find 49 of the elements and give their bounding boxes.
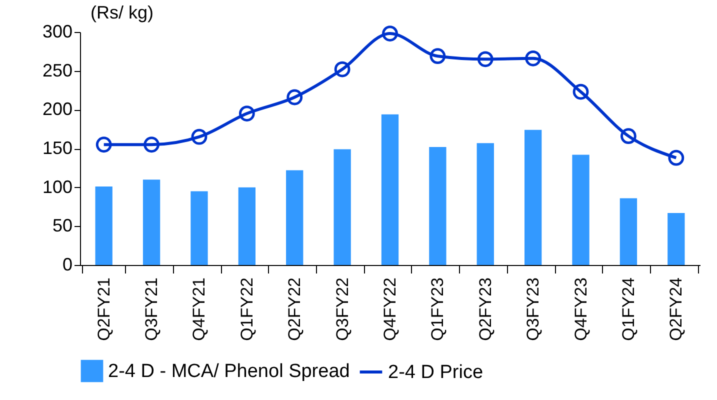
legend-label: 2-4 D Price — [388, 362, 484, 383]
x-tick-label: Q3FY23 — [524, 278, 543, 341]
x-tick-label: Q4FY21 — [190, 278, 209, 341]
bar — [286, 170, 304, 265]
point — [668, 150, 684, 166]
point — [191, 128, 208, 145]
point — [525, 50, 542, 66]
x-tick-label: Q3FY22 — [332, 278, 352, 341]
bar — [142, 180, 160, 265]
x-tick-label: Q1FY22 — [237, 278, 256, 341]
point — [477, 51, 494, 68]
x-tick-label: Q4FY23 — [571, 278, 590, 341]
point — [238, 106, 255, 122]
y-tick-label: 150 — [42, 138, 72, 158]
bar — [524, 130, 542, 265]
point — [572, 84, 589, 100]
point — [382, 26, 398, 42]
y-tick-label: 0 — [62, 254, 72, 274]
x-tick-label: Q3FY21 — [142, 278, 162, 341]
y-tick-label: 250 — [42, 60, 72, 80]
point — [334, 61, 350, 78]
x-tick-label: Q1FY24 — [618, 278, 638, 341]
y-tick-label: 300 — [42, 22, 72, 42]
x-tick-label: Q2FY21 — [94, 278, 114, 341]
legend-label: 2-4 D - MCA/ Phenol Spread — [108, 361, 350, 382]
y-tick-label: 200 — [42, 99, 72, 120]
bar — [476, 143, 494, 265]
point — [144, 136, 160, 153]
point — [620, 128, 636, 144]
bar — [572, 154, 590, 265]
bar — [668, 212, 685, 265]
x-tick-label: Q4FY22 — [380, 278, 400, 341]
x-tick-label: Q1FY23 — [428, 278, 448, 341]
bar — [381, 114, 399, 265]
y-tick-label: 50 — [52, 216, 72, 236]
x-tick-label: Q2FY23 — [476, 278, 495, 341]
bar — [620, 198, 638, 265]
point — [96, 136, 112, 153]
bar — [429, 146, 446, 265]
point — [286, 89, 303, 106]
bar — [190, 191, 208, 265]
bar — [95, 186, 112, 265]
x-tick-label: Q2FY22 — [285, 278, 304, 341]
bar — [238, 187, 256, 265]
bar — [334, 149, 351, 265]
x-tick-label: Q2FY24 — [666, 278, 686, 341]
point — [430, 48, 446, 64]
y-tick-label: 100 — [42, 176, 72, 197]
y-axis-title: (Rs/ kg) — [90, 2, 154, 22]
